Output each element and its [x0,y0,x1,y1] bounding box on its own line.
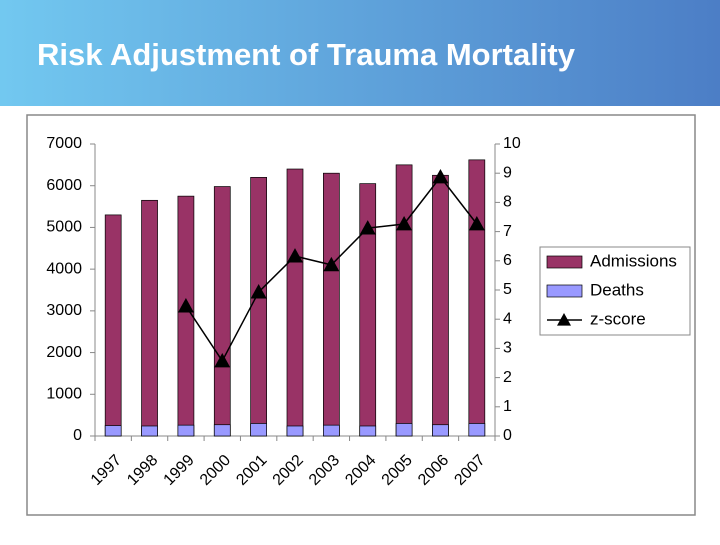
bar [432,424,449,437]
y-tick-label: 0 [73,427,82,444]
bar [177,195,195,437]
bar [141,425,158,437]
bar [286,168,304,437]
bar [468,423,486,437]
y2-tick-label: 6 [503,252,512,269]
marker [396,216,413,231]
marker [359,220,376,235]
marker [323,256,340,272]
bar [468,159,486,437]
bar [395,164,413,437]
bar [213,186,231,437]
bar [359,425,377,437]
legend-swatch [546,284,583,298]
legend-marker [557,313,571,326]
bar [323,424,340,437]
bar [250,423,267,437]
marker [287,248,303,263]
bar [286,425,304,437]
y2-tick-label: 2 [503,369,512,386]
y-tick-label: 7000 [46,135,82,152]
y-tick-label: 6000 [46,177,82,194]
y2-tick-label: 3 [503,340,512,357]
marker [432,168,449,184]
y-tick-label: 1000 [46,386,82,403]
bar [213,424,231,437]
legend-label: z-score [590,309,646,328]
bar [395,423,413,437]
y-tick-label: 2000 [46,344,82,361]
bar [323,172,340,437]
y2-tick-label: 1 [503,398,512,415]
y2-tick-label: 10 [503,135,521,152]
legend-label: Deaths [590,280,644,299]
y2-tick-label: 8 [503,194,512,211]
bar [177,424,195,437]
marker [250,284,267,299]
legend-swatch [546,255,583,269]
bar [250,177,267,437]
y2-tick-label: 9 [503,164,512,181]
y-tick-label: 3000 [46,302,82,319]
y2-tick-label: 5 [503,281,512,298]
legend-label: Admissions [590,251,677,270]
bar [141,199,158,437]
y-tick-label: 4000 [46,260,82,277]
bar [432,174,449,437]
y2-tick-label: 7 [503,223,512,240]
y2-tick-label: 0 [503,427,512,444]
header-band [0,0,720,106]
y2-tick-label: 4 [503,310,512,327]
bar [104,214,122,437]
y-tick-label: 5000 [46,219,82,236]
bar [104,425,122,437]
marker [468,216,485,231]
marker [214,352,231,368]
slide-title: Risk Adjustment of Trauma Mortality [37,37,576,72]
marker [177,298,194,313]
